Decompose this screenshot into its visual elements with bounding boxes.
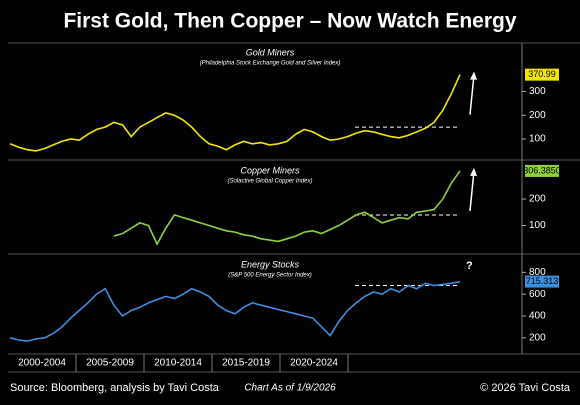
series-line xyxy=(9,280,461,342)
x-tick-label: 2000-2004 xyxy=(18,358,66,369)
y-tick-label: 600 xyxy=(529,289,546,300)
chart-title: First Gold, Then Copper – Now Watch Ener… xyxy=(63,10,516,33)
value-label-box xyxy=(525,164,559,177)
arrow xyxy=(469,170,475,211)
series-line xyxy=(113,170,461,246)
y-tick-label: 200 xyxy=(529,194,546,205)
x-tick-label: 2005-2009 xyxy=(86,358,134,369)
panel-title: Gold Miners xyxy=(246,47,295,57)
y-tick-label: 800 xyxy=(529,267,546,278)
x-tick-label: 2015-2019 xyxy=(222,358,270,369)
y-tick-label: 100 xyxy=(529,134,546,145)
value-label: 715.313 xyxy=(526,276,559,286)
series-line xyxy=(9,74,461,152)
value-label-box xyxy=(525,68,559,81)
panel-subtitle: (Philadelphia Stock Exchange Gold and Si… xyxy=(200,61,341,67)
annotation: ? xyxy=(466,260,473,272)
arrow-head xyxy=(470,71,477,80)
y-tick-label: 400 xyxy=(529,311,546,322)
y-tick-label: 300 xyxy=(529,86,546,97)
arrow-head xyxy=(470,167,477,176)
panel-subtitle: (Solactive Global Copper Index) xyxy=(227,179,312,185)
value-label: 306.3850 xyxy=(523,165,561,175)
panel-subtitle: (S&P 500 Energy Sector Index) xyxy=(228,273,312,279)
y-tick-label: 200 xyxy=(529,110,546,121)
y-tick-label: 100 xyxy=(529,220,546,231)
value-label: 370.99 xyxy=(528,69,556,79)
x-tick-label: 2010-2014 xyxy=(154,358,202,369)
footer-date: Chart As of 1/9/2026 xyxy=(244,383,336,394)
panel-title: Energy Stocks xyxy=(241,259,300,269)
value-label-box xyxy=(525,275,559,288)
x-tick-label: 2020-2024 xyxy=(290,358,338,369)
panel-title: Copper Miners xyxy=(240,165,300,175)
y-tick-label: 200 xyxy=(529,332,546,343)
footer-source: Source: Bloomberg, analysis by Tavi Cost… xyxy=(10,382,220,394)
footer-copyright: © 2026 Tavi Costa xyxy=(480,382,571,394)
arrow xyxy=(469,74,475,115)
